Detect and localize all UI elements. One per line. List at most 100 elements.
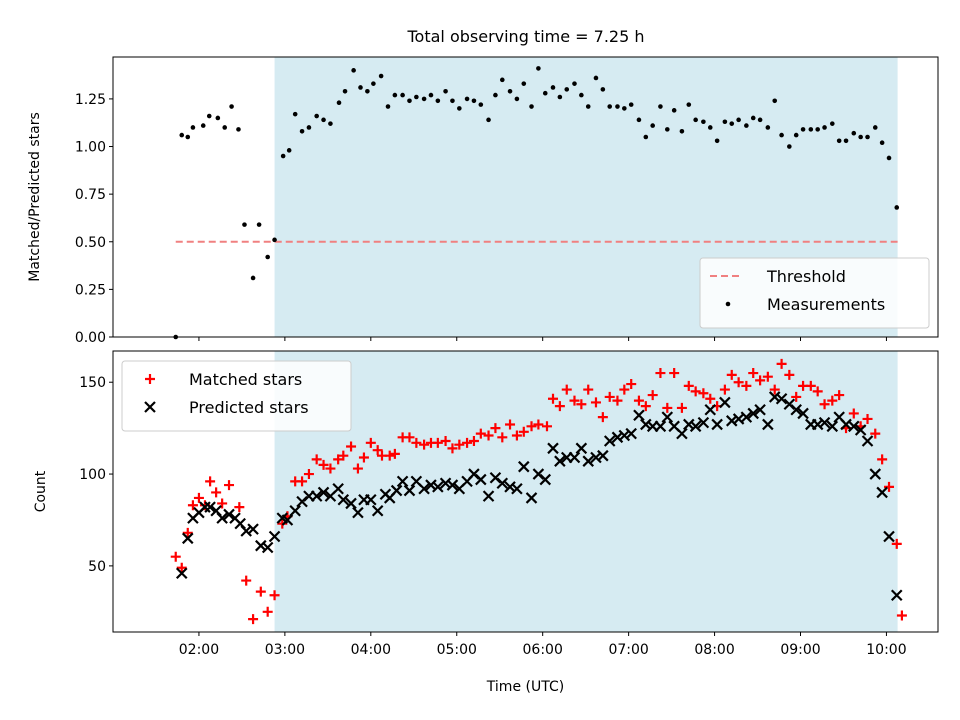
data-point bbox=[248, 614, 259, 625]
data-point bbox=[425, 479, 437, 491]
data-point bbox=[541, 421, 552, 432]
figure-title: Total observing time = 7.25 h bbox=[406, 27, 644, 46]
data-point bbox=[440, 435, 451, 446]
data-point bbox=[790, 403, 802, 416]
data-point bbox=[400, 92, 405, 98]
data-point bbox=[650, 123, 655, 128]
data-point bbox=[240, 525, 252, 537]
legend: Matched stars Predicted stars bbox=[121, 360, 352, 432]
data-point bbox=[234, 502, 245, 513]
data-point bbox=[554, 401, 565, 412]
data-point bbox=[193, 492, 204, 503]
data-point bbox=[554, 455, 566, 467]
data-point bbox=[603, 435, 616, 447]
data-point bbox=[471, 98, 477, 104]
data-point bbox=[432, 437, 443, 448]
data-point bbox=[443, 88, 448, 94]
data-point bbox=[819, 399, 830, 410]
data-point bbox=[805, 380, 816, 391]
data-point bbox=[390, 484, 403, 497]
series-1 bbox=[170, 358, 907, 625]
data-point bbox=[662, 402, 673, 413]
data-point bbox=[876, 486, 888, 499]
data-point bbox=[371, 505, 384, 517]
data-point bbox=[707, 125, 713, 130]
legend-swatch bbox=[725, 301, 731, 307]
data-point bbox=[211, 487, 222, 498]
data-point bbox=[358, 452, 369, 463]
y-tick-label: 50 bbox=[88, 559, 106, 575]
data-point bbox=[884, 481, 895, 492]
y-tick-label: 0.25 bbox=[75, 282, 106, 298]
data-point bbox=[236, 127, 241, 132]
data-point bbox=[336, 100, 342, 106]
data-point bbox=[800, 127, 806, 132]
data-point bbox=[261, 541, 274, 554]
data-point bbox=[647, 390, 658, 401]
data-point bbox=[575, 442, 588, 455]
data-point bbox=[342, 88, 348, 94]
data-point bbox=[683, 380, 694, 391]
data-point bbox=[870, 428, 881, 439]
data-point bbox=[482, 490, 495, 502]
data-point bbox=[536, 66, 541, 71]
data-point bbox=[776, 358, 787, 369]
data-point bbox=[462, 437, 473, 448]
data-point bbox=[310, 490, 323, 502]
data-point bbox=[714, 138, 720, 144]
data-point bbox=[689, 420, 702, 433]
data-point bbox=[698, 388, 709, 399]
data-point bbox=[496, 477, 509, 490]
data-point bbox=[268, 530, 281, 543]
data-point bbox=[768, 391, 781, 403]
data-point bbox=[762, 371, 773, 382]
data-point bbox=[726, 369, 737, 380]
x-tick-label: 05:00 bbox=[437, 642, 477, 658]
data-point bbox=[704, 403, 717, 416]
data-point bbox=[346, 441, 357, 452]
data-point bbox=[569, 395, 580, 406]
data-point bbox=[389, 448, 400, 459]
data-point bbox=[281, 514, 294, 526]
data-point bbox=[529, 104, 534, 109]
data-point bbox=[848, 420, 860, 433]
data-point bbox=[255, 586, 266, 597]
data-point bbox=[722, 119, 728, 125]
data-point bbox=[877, 454, 888, 465]
data-point bbox=[548, 393, 558, 404]
data-point bbox=[858, 134, 863, 140]
x-tick-label: 04:00 bbox=[351, 642, 391, 658]
data-point bbox=[676, 427, 688, 440]
data-point bbox=[247, 523, 259, 535]
data-point bbox=[729, 121, 735, 126]
data-point bbox=[450, 98, 455, 104]
data-point bbox=[590, 451, 602, 464]
data-point bbox=[216, 512, 228, 524]
y-tick-label: 100 bbox=[79, 467, 106, 483]
data-point bbox=[808, 127, 814, 132]
data-point bbox=[861, 435, 874, 447]
data-point bbox=[345, 497, 357, 510]
y-tick-label: 1.00 bbox=[75, 140, 106, 156]
data-point bbox=[784, 369, 795, 380]
data-point bbox=[654, 420, 667, 433]
data-point bbox=[643, 134, 649, 140]
data-point bbox=[697, 416, 710, 429]
data-point bbox=[292, 111, 298, 117]
data-point bbox=[187, 500, 198, 511]
data-point bbox=[883, 530, 895, 543]
data-point bbox=[321, 117, 326, 123]
axes-frame bbox=[112, 56, 939, 338]
axes-frame bbox=[112, 350, 939, 633]
data-point bbox=[655, 368, 666, 379]
data-point bbox=[418, 482, 430, 495]
legend-swatch bbox=[144, 401, 156, 413]
data-point bbox=[636, 117, 642, 123]
data-point bbox=[622, 106, 627, 111]
data-point bbox=[190, 125, 196, 130]
data-point bbox=[272, 237, 277, 243]
data-point bbox=[834, 390, 845, 401]
data-point bbox=[843, 138, 849, 144]
data-point bbox=[822, 125, 827, 130]
data-point bbox=[325, 463, 336, 474]
